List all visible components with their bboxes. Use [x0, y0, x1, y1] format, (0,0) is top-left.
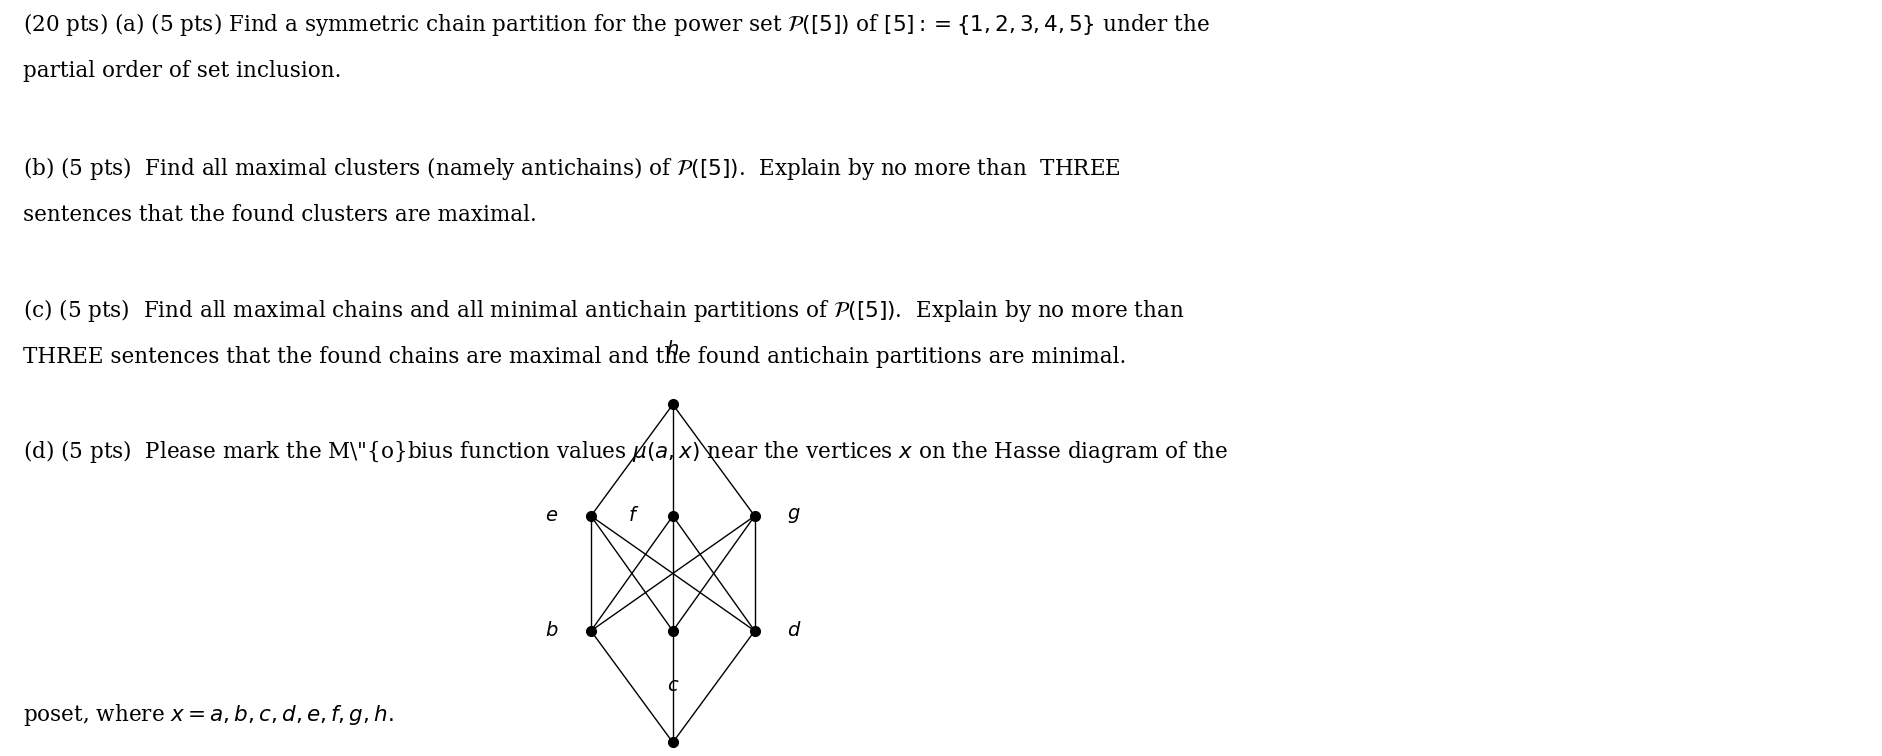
Text: $e$: $e$ — [546, 507, 559, 525]
Text: $g$: $g$ — [787, 507, 800, 525]
Text: (20 pts) (a) (5 pts) Find a symmetric chain partition for the power set $\mathca: (20 pts) (a) (5 pts) Find a symmetric ch… — [23, 11, 1210, 39]
Text: (b) (5 pts)  Find all maximal clusters (namely antichains) of $\mathcal{P}([5])$: (b) (5 pts) Find all maximal clusters (n… — [23, 155, 1120, 182]
Text: (d) (5 pts)  Please mark the M\"{o}bius function values $\mu(a, x)$ near the ver: (d) (5 pts) Please mark the M\"{o}bius f… — [23, 438, 1227, 466]
Text: sentences that the found clusters are maximal.: sentences that the found clusters are ma… — [23, 204, 536, 226]
Text: poset, where $x = a, b, c, d, e, f, g, h.$: poset, where $x = a, b, c, d, e, f, g, h… — [23, 702, 393, 727]
Text: THREE sentences that the found chains are maximal and the found antichain partit: THREE sentences that the found chains ar… — [23, 346, 1125, 368]
Text: partial order of set inclusion.: partial order of set inclusion. — [23, 60, 341, 82]
Text: $d$: $d$ — [787, 621, 802, 640]
Text: $f$: $f$ — [629, 507, 640, 525]
Text: $b$: $b$ — [546, 621, 559, 640]
Text: $c$: $c$ — [666, 677, 679, 695]
Text: (c) (5 pts)  Find all maximal chains and all minimal antichain partitions of $\m: (c) (5 pts) Find all maximal chains and … — [23, 297, 1184, 324]
Text: $h$: $h$ — [666, 340, 679, 359]
